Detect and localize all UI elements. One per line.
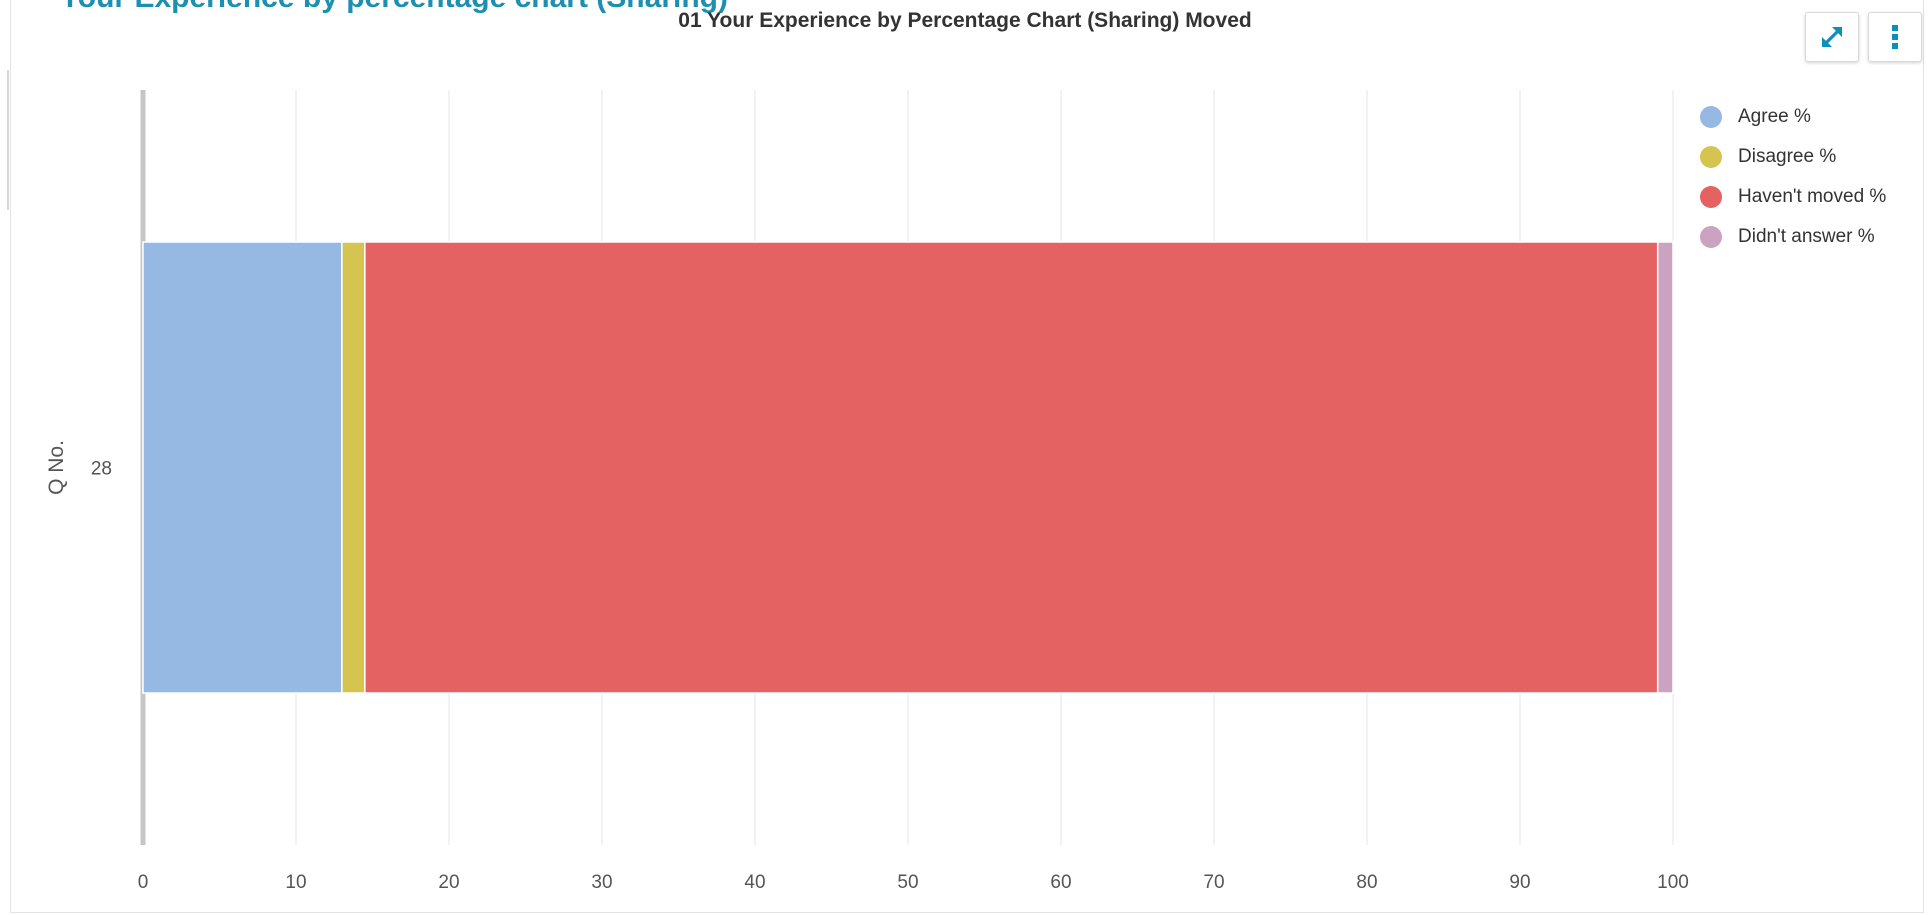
panel-edge-divider: [7, 70, 9, 210]
bar-segment[interactable]: [341, 241, 366, 694]
legend-label: Disagree %: [1738, 146, 1837, 167]
y-axis-title: Q No.: [45, 440, 68, 495]
legend-swatch: [1700, 226, 1722, 248]
expand-button[interactable]: [1805, 12, 1859, 62]
x-tick-label: 10: [285, 872, 306, 893]
bar-segment[interactable]: [1656, 241, 1674, 694]
x-tick-label: 80: [1356, 872, 1377, 893]
legend-label: Agree %: [1738, 106, 1811, 127]
legend-swatch: [1700, 186, 1722, 208]
x-tick-label: 90: [1509, 872, 1530, 893]
legend-label: Haven't moved %: [1738, 186, 1887, 207]
legend-label: Didn't answer %: [1738, 226, 1875, 247]
x-tick-label: 40: [744, 872, 765, 893]
section-heading: Your Experience by percentage chart (Sha…: [60, 0, 728, 16]
legend-item[interactable]: Didn't answer %: [1700, 217, 1886, 257]
x-tick-label: 50: [897, 872, 918, 893]
legend-item[interactable]: Agree %: [1700, 97, 1886, 137]
more-options-button[interactable]: [1868, 12, 1922, 62]
legend-swatch: [1700, 146, 1722, 168]
expand-icon: [1819, 24, 1845, 50]
x-tick-label: 60: [1050, 872, 1071, 893]
x-tick-label: 30: [591, 872, 612, 893]
x-tick-label: 20: [438, 872, 459, 893]
bar-segment[interactable]: [142, 241, 343, 694]
chart-title: 01 Your Experience by Percentage Chart (…: [678, 9, 1252, 32]
x-tick-label: 70: [1203, 872, 1224, 893]
y-tick-label: 28: [91, 459, 112, 480]
legend-swatch: [1700, 106, 1722, 128]
legend-item[interactable]: Disagree %: [1700, 137, 1886, 177]
x-tick-label: 0: [138, 872, 149, 893]
bar-segment[interactable]: [364, 241, 1659, 694]
chart-legend: Agree % Disagree % Haven't moved % Didn't a…: [1700, 97, 1886, 257]
more-vertical-icon: [1890, 23, 1900, 51]
legend-item[interactable]: Haven't moved %: [1700, 177, 1886, 217]
x-tick-label: 100: [1657, 872, 1689, 893]
